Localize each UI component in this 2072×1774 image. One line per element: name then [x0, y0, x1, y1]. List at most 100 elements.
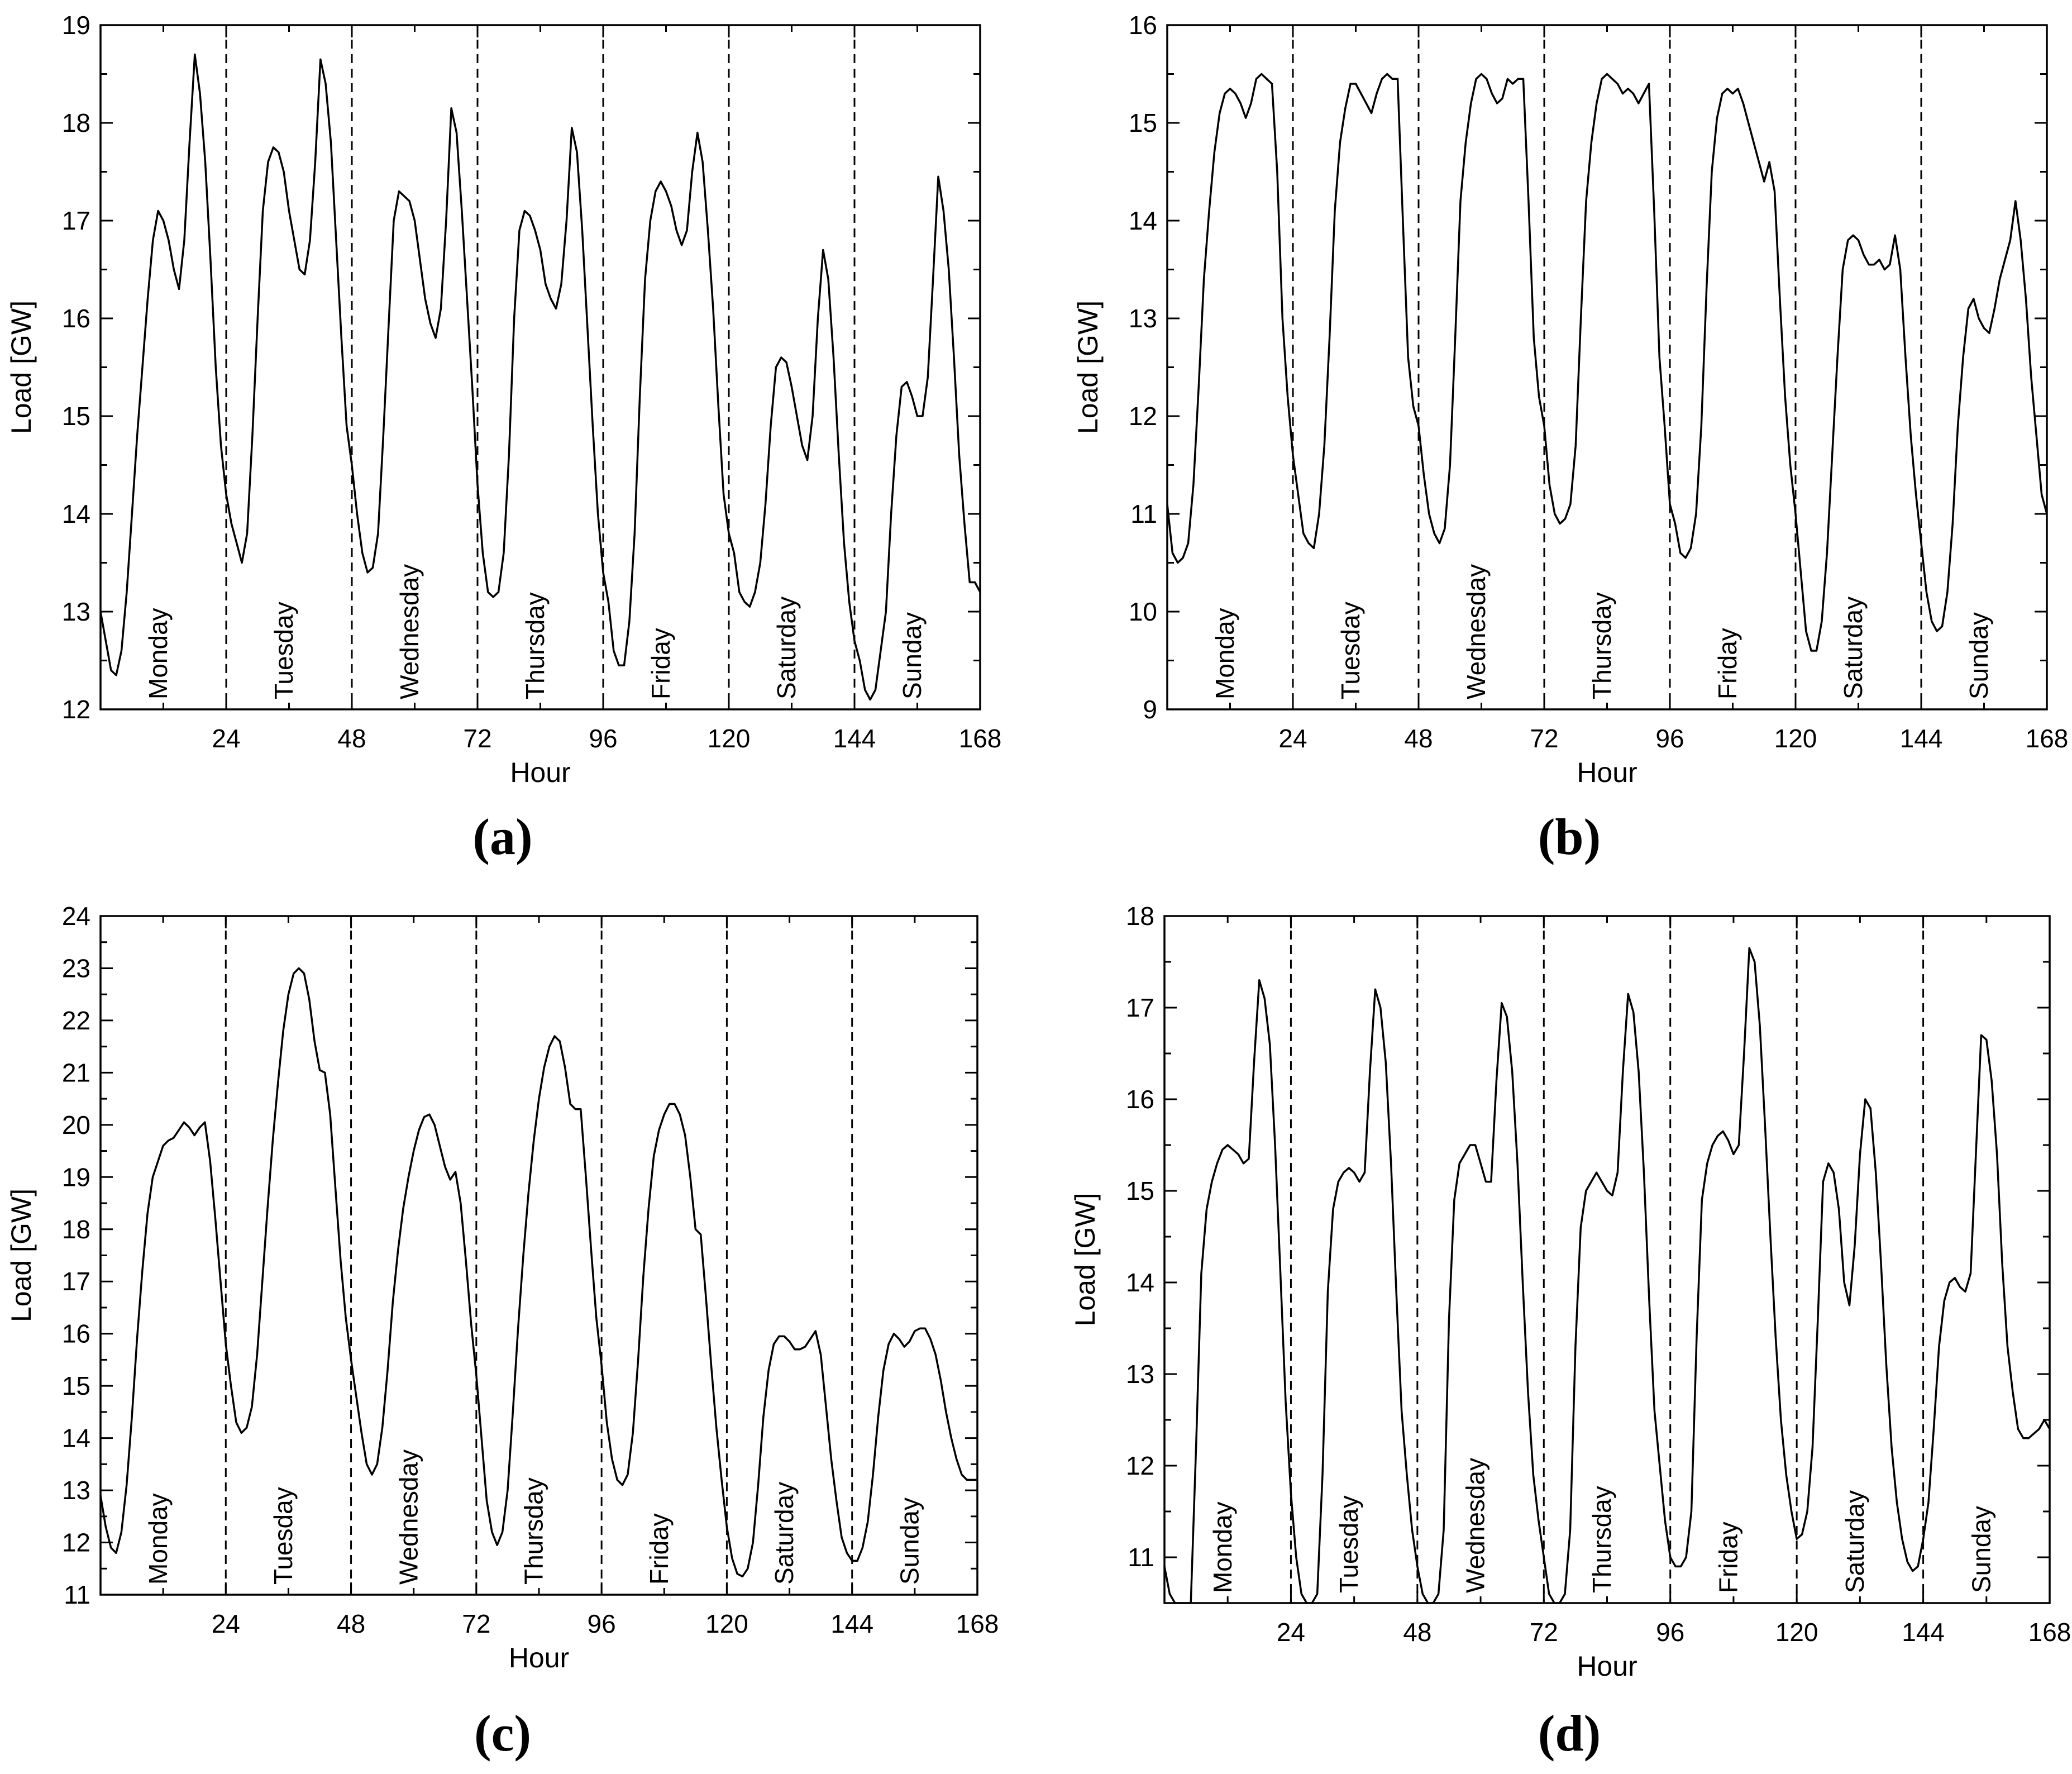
load-series-line — [1166, 73, 2048, 652]
day-label-sunday: Sunday — [1966, 1506, 1995, 1593]
x-tick-label: 144 — [830, 1609, 873, 1638]
y-tick-label: 21 — [62, 1058, 90, 1087]
y-tick-label: 22 — [62, 1006, 90, 1035]
day-label-wednesday: Wednesday — [395, 564, 424, 699]
x-tick-label: 144 — [833, 724, 876, 753]
y-axis-label: Load [GW] — [1072, 301, 1104, 434]
day-label-tuesday: Tuesday — [269, 602, 298, 699]
x-tick-label: 120 — [705, 1609, 748, 1638]
x-tick-label: 72 — [463, 724, 491, 753]
day-label-friday: Friday — [646, 628, 675, 699]
day-label-wednesday: Wednesday — [1461, 1458, 1490, 1593]
y-tick-label: 10 — [1129, 597, 1157, 626]
y-tick-label: 13 — [62, 1476, 90, 1505]
day-label-sunday: Sunday — [1964, 612, 1993, 699]
day-label-wednesday: Wednesday — [1462, 564, 1491, 699]
y-tick-label: 23 — [62, 953, 90, 983]
x-tick-label: 24 — [1277, 1618, 1305, 1647]
chart-panel-d: 11 12 13 14 15 16 17 18 24 48 72 96 120 144 168 Hour Loa… — [1070, 902, 2071, 1682]
x-tick-label: 96 — [589, 724, 617, 753]
x-tick-label: 48 — [337, 1609, 365, 1638]
x-tick-label: 24 — [1278, 724, 1307, 753]
x-tick-label: 144 — [1900, 724, 1943, 753]
x-tick-label: 96 — [588, 1609, 616, 1638]
x-tick-label: 168 — [2026, 724, 2069, 753]
y-axis-label: Load [GW] — [1070, 1193, 1101, 1327]
panel-label-a: (a) — [472, 808, 533, 865]
y-tick-label: 18 — [62, 108, 90, 137]
day-label-monday: Monday — [1210, 608, 1239, 699]
y-axis-label: Load [GW] — [6, 301, 37, 434]
x-tick-label: 48 — [1403, 1618, 1431, 1647]
y-tick-label: 14 — [1126, 1268, 1154, 1297]
panel-label-c: (c) — [474, 1705, 532, 1762]
day-label-monday: Monday — [144, 1493, 173, 1585]
day-label-tuesday: Tuesday — [1334, 1495, 1363, 1593]
y-tick-label: 19 — [62, 11, 90, 40]
x-tick-label: 120 — [708, 724, 751, 753]
y-tick-label: 9 — [1143, 695, 1157, 724]
chart-panel-c: 11 12 13 14 15 16 17 18 19 20 21 22 23 24 24 48 72 96 120 1… — [6, 902, 999, 1673]
day-label-thursday: Thursday — [1587, 592, 1616, 699]
y-tick-label: 13 — [62, 597, 90, 626]
x-tick-label: 120 — [1775, 1618, 1818, 1647]
day-label-thursday: Thursday — [521, 592, 550, 699]
day-label-wednesday: Wednesday — [394, 1449, 423, 1585]
y-tick-label: 13 — [1126, 1360, 1154, 1389]
y-tick-label: 16 — [62, 1319, 90, 1348]
y-tick-label: 12 — [62, 695, 90, 724]
y-tick-label: 13 — [1129, 304, 1157, 333]
y-tick-label: 16 — [62, 304, 90, 333]
day-label-thursday: Thursday — [1587, 1486, 1616, 1593]
day-label-saturday: Saturday — [1839, 597, 1868, 699]
x-axis-label: Hour — [510, 757, 570, 788]
chart-panel-b: 9 10 11 12 13 14 15 16 24 48 72 96 120 144 168 Hour Load… — [1072, 11, 2068, 788]
x-tick-label: 168 — [956, 1609, 999, 1638]
x-axis-label: Hour — [509, 1642, 569, 1673]
x-tick-label: 24 — [212, 1609, 240, 1638]
x-tick-label: 72 — [1530, 1618, 1558, 1647]
day-label-monday: Monday — [1208, 1501, 1237, 1593]
y-tick-label: 14 — [62, 1424, 90, 1453]
y-tick-label: 11 — [1128, 1543, 1154, 1572]
y-tick-label: 14 — [62, 499, 90, 528]
day-label-thursday: Thursday — [519, 1477, 548, 1585]
day-label-saturday: Saturday — [1840, 1490, 1869, 1593]
y-tick-label: 11 — [1130, 499, 1157, 528]
y-axis-label: Load [GW] — [6, 1189, 37, 1322]
day-label-saturday: Saturday — [770, 1482, 799, 1585]
y-tick-label: 15 — [1126, 1176, 1154, 1205]
y-tick-label: 11 — [64, 1580, 90, 1609]
day-label-friday: Friday — [1713, 1522, 1742, 1593]
load-series-line — [99, 967, 977, 1578]
y-tick-label: 24 — [62, 902, 90, 931]
panel-label-d: (d) — [1538, 1705, 1601, 1762]
y-tick-label: 18 — [1126, 902, 1154, 931]
load-series-line — [99, 53, 981, 701]
y-tick-label: 15 — [62, 402, 90, 431]
day-label-friday: Friday — [1713, 628, 1742, 699]
day-label-monday: Monday — [144, 608, 173, 699]
y-tick-label: 18 — [62, 1215, 90, 1244]
chart-panel-a: 12 13 14 15 16 17 18 19 24 48 72 96 120 144 168 Hour Loa… — [6, 11, 1001, 788]
x-axis-label: Hour — [1577, 757, 1637, 788]
x-tick-label: 168 — [2028, 1618, 2071, 1647]
y-tick-label: 12 — [1129, 402, 1157, 431]
y-tick-label: 12 — [62, 1528, 90, 1557]
x-tick-label: 120 — [1774, 724, 1817, 753]
panel-label-b: (b) — [1538, 808, 1601, 865]
y-tick-label: 20 — [62, 1110, 90, 1139]
day-label-sunday: Sunday — [897, 612, 927, 699]
y-tick-label: 17 — [1126, 993, 1154, 1022]
y-tick-label: 17 — [62, 206, 90, 235]
y-tick-label: 14 — [1129, 206, 1157, 235]
day-label-friday: Friday — [644, 1513, 674, 1585]
y-tick-label: 19 — [62, 1162, 90, 1191]
day-label-sunday: Sunday — [895, 1498, 924, 1585]
day-label-tuesday: Tuesday — [1336, 602, 1365, 699]
day-label-tuesday: Tuesday — [269, 1487, 298, 1585]
x-axis-label: Hour — [1577, 1651, 1637, 1682]
y-tick-label: 12 — [1126, 1451, 1154, 1480]
